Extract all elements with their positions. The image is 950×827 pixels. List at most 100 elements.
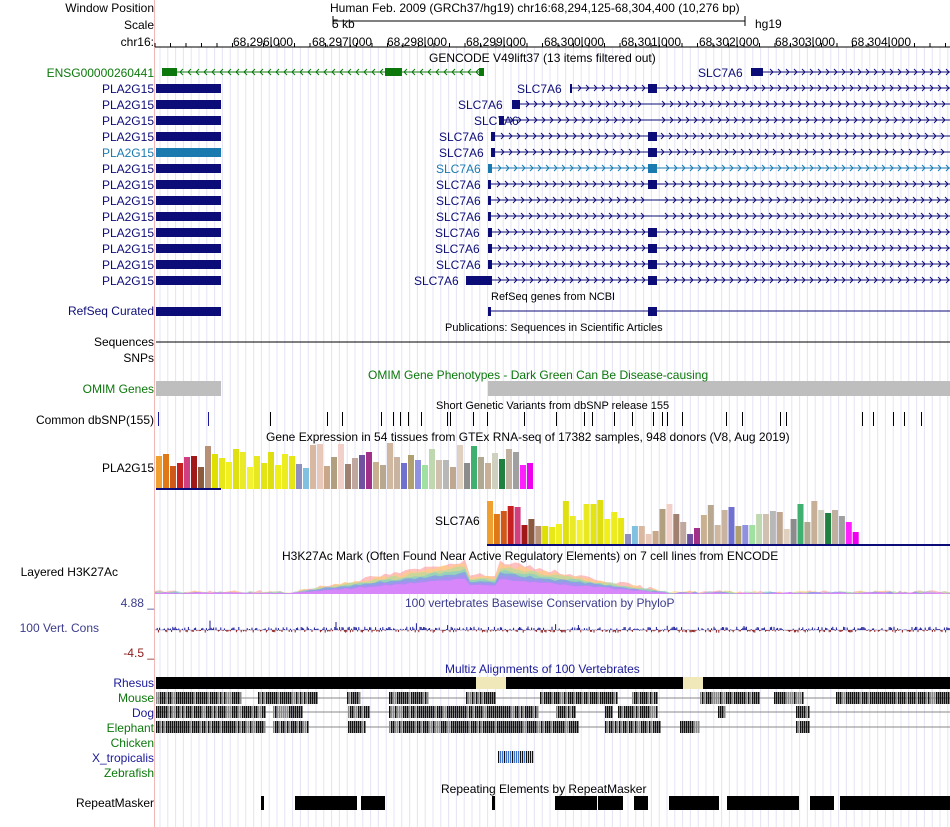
multiz-alignment-tick [568,692,570,704]
multiz-alignment-tick [718,706,720,718]
strand-arrow [825,68,830,76]
pla2g15-transcript-label[interactable]: PLA2G15 [101,146,154,160]
multiz-species-chicken[interactable]: Chicken [110,736,154,750]
refseq-curated-label[interactable]: RefSeq Curated [67,304,154,318]
strand-arrow [616,180,621,188]
gtex-gene2-label[interactable]: SLC7A6 [435,514,480,528]
multiz-alignment-tick [228,706,230,718]
multiz-species-x-tropicalis[interactable]: X_tropicalis [91,751,154,765]
multiz-alignment-tick [208,706,210,718]
dbsnp-track-title[interactable]: Short Genetic Variants from dbSNP releas… [436,400,670,412]
gtex-bar-slc7a6 [825,513,832,544]
slc7a6-transcript-label[interactable]: SLC7A6 [439,130,484,144]
multiz-alignment-tick [519,721,521,733]
pla2g15-transcript-label[interactable]: PLA2G15 [101,82,154,96]
slc7a6-transcript-label[interactable]: SLC7A6 [435,226,480,240]
strand-arrow [684,148,689,156]
slc7a6-transcript-label[interactable]: SLC7A6 [436,162,481,176]
gencode-track-title[interactable]: GENCODE V49lift37 (13 items filtered out… [429,51,656,65]
pla2g15-transcript-label[interactable]: PLA2G15 [101,98,154,112]
omim-track-title[interactable]: OMIM Gene Phenotypes - Dark Green Can Be… [368,368,709,382]
strand-arrow [880,212,885,220]
slc7a6-transcript-label[interactable]: SLC7A6 [436,210,481,224]
multiz-alignment-tick [178,692,180,704]
slc7a6-transcript-label[interactable]: SLC7A6 [436,194,481,208]
pla2g15-transcript-label[interactable]: PLA2G15 [101,274,154,288]
strand-arrow [945,164,950,172]
multiz-track-title[interactable]: Multiz Alignments of 100 Vertebrates [445,662,640,676]
multiz-alignment-tick [312,692,314,704]
repeatmasker-track-title[interactable]: Repeating Elements by RepeatMasker [441,782,647,796]
multiz-alignment-tick [258,692,260,704]
multiz-alignment-tick [164,706,166,718]
strand-arrow [769,68,774,76]
slc7a6-transcript-label[interactable]: SLC7A6 [436,258,481,272]
strand-arrow [633,164,638,172]
pla2g15-transcript-label[interactable]: PLA2G15 [101,210,154,224]
slc7a6-transcript-label[interactable]: SLC7A6 [517,82,562,96]
multiz-alignment-tick [906,692,908,704]
multiz-species-dog[interactable]: Dog [131,706,154,720]
repeatmasker-label[interactable]: RepeatMasker [75,796,154,810]
pla2g15-transcript-label[interactable]: PLA2G15 [101,194,154,208]
strand-arrow [697,244,702,252]
strand-arrow [721,228,726,236]
slc7a6-transcript-label[interactable]: SLC7A6 [458,98,503,112]
slc7a6-transcript-label[interactable]: SLC7A6 [474,114,519,128]
multiz-alignment-tick [413,692,415,704]
strand-arrow [825,276,830,284]
slc7a6-top-label[interactable]: SLC7A6 [698,66,743,80]
slc7a6-transcript-label[interactable]: SLC7A6 [435,242,480,256]
slc7a6-transcript-label[interactable]: SLC7A6 [439,146,484,160]
strand-arrow [873,84,878,92]
gtex-gene1-label[interactable]: PLA2G15 [101,461,154,475]
h3k27ac-label[interactable]: Layered H3K27Ac [20,565,118,579]
multiz-xtrop-tick [512,751,514,763]
dbsnp-label[interactable]: Common dbSNP(155) [35,413,154,427]
pla2g15-transcript-label[interactable]: PLA2G15 [101,114,154,128]
omim-label[interactable]: OMIM Genes [82,382,154,396]
pla2g15-transcript-label[interactable]: PLA2G15 [101,130,154,144]
multiz-alignment-tick [399,692,401,704]
pla2g15-transcript-label[interactable]: PLA2G15 [101,258,154,272]
multiz-alignment-tick [437,721,439,733]
snps-label[interactable]: SNPs [123,351,154,365]
multiz-alignment-tick [281,721,283,733]
multiz-species-rhesus[interactable]: Rhesus [113,676,154,690]
publications-track-title[interactable]: Publications: Sequences in Scientific Ar… [445,322,663,334]
strand-arrow [728,180,733,188]
gtex-track-title[interactable]: Gene Expression in 54 tissues from GTEx … [266,430,790,444]
multiz-species-elephant[interactable]: Elephant [106,721,154,735]
multiz-alignment-tick [617,721,619,733]
ensg-gene-label[interactable]: ENSG00000260441 [46,66,154,80]
strand-arrow [637,100,642,108]
sequences-label[interactable]: Sequences [93,335,154,349]
h3k27ac-track-title[interactable]: H3K27Ac Mark (Often Found Near Active Re… [282,549,779,563]
strand-arrow [753,276,758,284]
multiz-species-zebrafish[interactable]: Zebrafish [103,766,154,780]
pla2g15-transcript-label[interactable]: PLA2G15 [101,242,154,256]
strand-arrow [836,148,841,156]
slc7a6-transcript-label[interactable]: SLC7A6 [414,274,459,288]
multiz-alignment-tick [202,706,204,718]
multiz-species-mouse[interactable]: Mouse [117,691,154,705]
multiz-alignment-tick [360,721,362,733]
pla2g15-exon [156,196,221,205]
strand-arrow [865,260,870,268]
strand-arrow [708,132,713,140]
multiz-alignment-tick [638,692,640,704]
cons-track-title[interactable]: 100 vertebrates Basewise Conservation by… [405,596,675,610]
multiz-alignment-tick [299,721,301,733]
pla2g15-transcript-label[interactable]: PLA2G15 [101,226,154,240]
strand-arrow [608,180,613,188]
strand-arrow [905,260,910,268]
pla2g15-transcript-label[interactable]: PLA2G15 [101,178,154,192]
multiz-alignment-tick [188,721,190,733]
pla2g15-transcript-label[interactable]: PLA2G15 [101,162,154,176]
slc7a6-transcript-label[interactable]: SLC7A6 [436,178,481,192]
cons-label[interactable]: 100 Vert. Cons [19,621,99,635]
refseq-track-title[interactable]: RefSeq genes from NCBI [491,291,616,303]
strand-arrow [808,196,813,204]
